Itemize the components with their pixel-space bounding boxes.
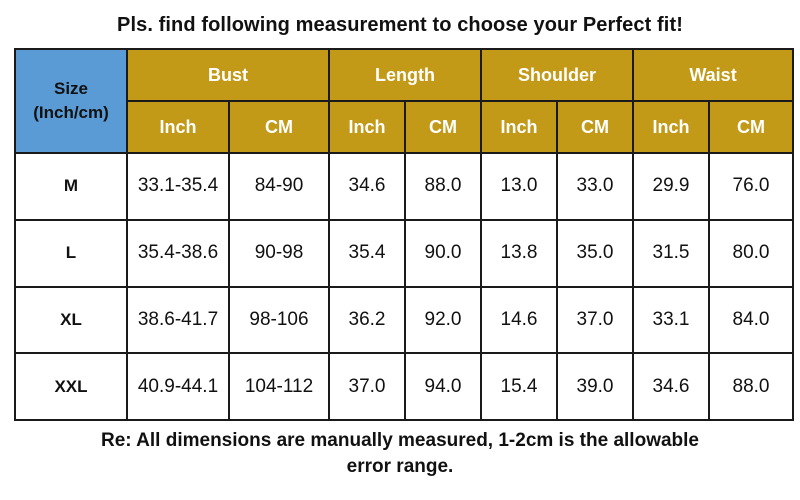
value-cell: 88.0 bbox=[708, 352, 795, 421]
table-row: XXL 40.9-44.1 104-112 37.0 94.0 15.4 39.… bbox=[14, 352, 795, 421]
value-cell: 33.1 bbox=[632, 285, 711, 355]
measurement-note-line2: error range. bbox=[346, 456, 454, 477]
value-cell: 37.0 bbox=[328, 352, 406, 421]
group-header-row: Size (Inch/cm) Bust Length Shoulder Wais… bbox=[14, 48, 795, 154]
value-cell: 84.0 bbox=[708, 285, 795, 355]
value-cell: 76.0 bbox=[708, 152, 795, 221]
value-cell: 80.0 bbox=[708, 218, 795, 288]
value-cell: 33.0 bbox=[555, 152, 635, 221]
size-cell: M bbox=[14, 152, 128, 221]
value-cell: 29.9 bbox=[632, 152, 711, 221]
size-header-line2: (Inch/cm) bbox=[33, 103, 109, 122]
size-header-line1: Size bbox=[53, 79, 89, 98]
unit-header: CM bbox=[404, 100, 482, 154]
group-header-length: Length bbox=[328, 48, 482, 102]
value-cell: 39.0 bbox=[555, 352, 635, 421]
unit-header: Inch bbox=[480, 100, 558, 154]
value-cell: 104-112 bbox=[228, 352, 330, 421]
unit-header-row: Inch CM Inch CM Inch CM Inch CM bbox=[15, 100, 795, 154]
value-cell: 13.8 bbox=[480, 218, 558, 288]
value-cell: 14.6 bbox=[480, 285, 558, 355]
unit-header: CM bbox=[708, 100, 795, 154]
group-header-waist: Waist bbox=[632, 48, 795, 102]
value-cell: 35.4-38.6 bbox=[126, 218, 230, 288]
value-cell: 38.6-41.7 bbox=[126, 285, 230, 355]
size-cell: XL bbox=[14, 285, 128, 355]
size-cell: XXL bbox=[14, 352, 128, 421]
unit-header: Inch bbox=[632, 100, 711, 154]
unit-header: Inch bbox=[126, 100, 230, 154]
size-cell: L bbox=[14, 218, 128, 288]
table-row: M 33.1-35.4 84-90 34.6 88.0 13.0 33.0 29… bbox=[14, 152, 795, 221]
value-cell: 34.6 bbox=[328, 152, 406, 221]
value-cell: 31.5 bbox=[632, 218, 711, 288]
value-cell: 33.1-35.4 bbox=[126, 152, 230, 221]
group-header-shoulder: Shoulder bbox=[479, 48, 635, 102]
value-cell: 36.2 bbox=[328, 285, 406, 355]
value-cell: 13.0 bbox=[480, 152, 558, 221]
value-cell: 35.4 bbox=[328, 218, 406, 288]
value-cell: 40.9-44.1 bbox=[126, 352, 230, 421]
unit-header: Inch bbox=[328, 100, 406, 154]
chart-title: Pls. find following measurement to choos… bbox=[117, 14, 683, 36]
value-cell: 84-90 bbox=[228, 152, 330, 221]
size-chart-table: Size (Inch/cm) Bust Length Shoulder Wais… bbox=[14, 48, 795, 421]
value-cell: 90.0 bbox=[404, 218, 482, 288]
value-cell: 15.4 bbox=[480, 352, 558, 421]
value-cell: 90-98 bbox=[228, 218, 330, 288]
value-cell: 88.0 bbox=[404, 152, 482, 221]
value-cell: 94.0 bbox=[404, 352, 482, 421]
table-row: L 35.4-38.6 90-98 35.4 90.0 13.8 35.0 31… bbox=[14, 218, 795, 288]
value-cell: 98-106 bbox=[228, 285, 330, 355]
unit-header: CM bbox=[228, 100, 330, 154]
value-cell: 37.0 bbox=[555, 285, 635, 355]
unit-header: CM bbox=[555, 100, 635, 154]
measurement-note-line1: Re: All dimensions are manually measured… bbox=[100, 430, 699, 451]
value-cell: 35.0 bbox=[555, 218, 635, 288]
value-cell: 34.6 bbox=[632, 352, 711, 421]
table-row: XL 38.6-41.7 98-106 36.2 92.0 14.6 37.0 … bbox=[14, 285, 795, 355]
size-column-header: Size (Inch/cm) bbox=[14, 48, 128, 154]
group-header-bust: Bust bbox=[126, 48, 330, 102]
value-cell: 92.0 bbox=[404, 285, 482, 355]
